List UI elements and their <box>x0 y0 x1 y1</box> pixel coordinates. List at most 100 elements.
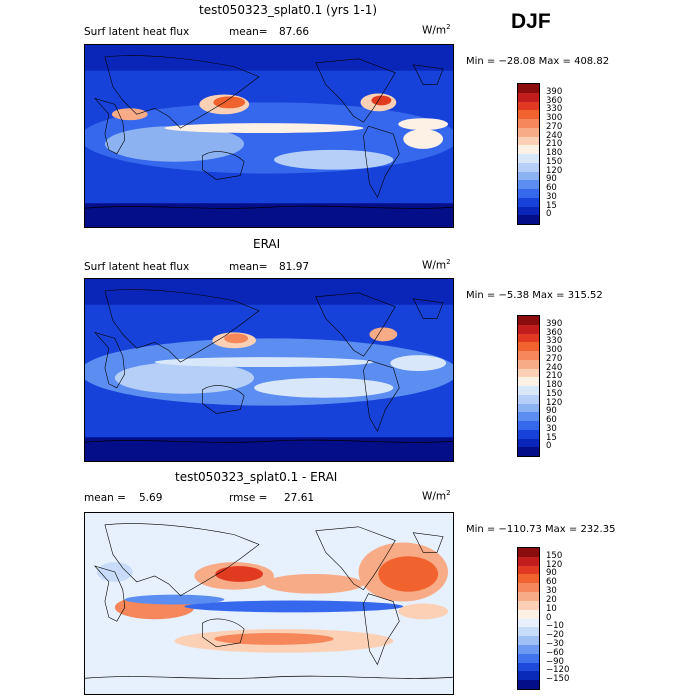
colorbar-swatch <box>518 197 539 207</box>
panel3-title: test050323_splat0.1 - ERAI <box>175 470 338 484</box>
colorbar-tick-label: 60 <box>546 183 557 193</box>
colorbar-tick-label: 120 <box>546 559 563 570</box>
colorbar-swatch <box>518 574 539 584</box>
panel3-colorbar <box>517 547 540 690</box>
colorbar-tick-label: 90 <box>546 406 557 417</box>
colorbar-tick-label: 15 <box>546 432 557 443</box>
colorbar-swatch <box>518 583 539 593</box>
panel1-min-max: Min = −28.08 Max = 408.82 <box>466 56 610 67</box>
colorbar-tick-label: 300 <box>546 113 563 123</box>
colorbar-swatch <box>518 548 539 557</box>
colorbar-swatch <box>518 671 539 681</box>
colorbar-tick-label: 60 <box>546 577 557 588</box>
colorbar-swatch <box>518 351 539 360</box>
colorbar-tick-label: 390 <box>546 318 563 329</box>
colorbar-swatch <box>518 438 539 448</box>
panel2-mean-value: 81.97 <box>279 261 310 273</box>
colorbar-swatch <box>518 136 539 146</box>
colorbar-swatch <box>518 412 539 421</box>
colorbar-swatch <box>518 680 539 689</box>
colorbar-tick-label: 270 <box>546 353 563 364</box>
panel2-min-max: Min = −5.38 Max = 315.52 <box>466 290 603 301</box>
colorbar-swatch <box>518 215 539 224</box>
colorbar-tick-label: 180 <box>546 380 563 390</box>
colorbar-tick-label: 15 <box>546 200 557 211</box>
colorbar-tick-label: 120 <box>546 397 563 408</box>
panel1-mean-value: 87.66 <box>279 26 310 38</box>
colorbar-tick-label: 240 <box>546 130 563 141</box>
colorbar-swatch <box>518 84 539 93</box>
colorbar-swatch <box>518 154 539 163</box>
colorbar-swatch <box>518 324 539 334</box>
colorbar-swatch <box>518 429 539 439</box>
colorbar-tick-label: 330 <box>546 104 563 115</box>
colorbar-tick-label: −10 <box>546 621 564 632</box>
colorbar-tick-label: −20 <box>546 630 564 641</box>
colorbar-tick-label: 0 <box>546 441 552 452</box>
panel3-map <box>84 512 454 695</box>
panel3-mean-value: 5.69 <box>139 492 163 504</box>
colorbar-swatch <box>518 162 539 172</box>
colorbar-tick-label: 330 <box>546 336 563 347</box>
colorbar-swatch <box>518 644 539 654</box>
colorbar-swatch <box>518 119 539 128</box>
colorbar-swatch <box>518 206 539 216</box>
colorbar-swatch <box>518 653 539 663</box>
colorbar-tick-label: 30 <box>546 423 557 434</box>
colorbar-swatch <box>518 609 539 619</box>
panel2-mean-label: mean= <box>229 261 268 273</box>
colorbar-tick-label: 210 <box>546 371 563 382</box>
colorbar-swatch <box>518 447 539 456</box>
colorbar-swatch <box>518 359 539 369</box>
colorbar-tick-label: 30 <box>546 586 557 597</box>
colorbar-tick-label: −30 <box>546 638 564 649</box>
colorbar-tick-label: 20 <box>546 594 557 605</box>
colorbar-tick-label: 30 <box>546 191 557 202</box>
colorbar-swatch <box>518 377 539 386</box>
panel3-units: W/m2 <box>422 489 451 503</box>
colorbar-tick-label: 120 <box>546 165 563 176</box>
panel2-units: W/m2 <box>422 258 451 272</box>
colorbar-tick-label: 150 <box>546 156 563 167</box>
panel2-variable-label: Surf latent heat flux <box>84 261 190 273</box>
colorbar-tick-label: 390 <box>546 86 563 97</box>
colorbar-tick-label: 300 <box>546 345 563 355</box>
colorbar-tick-label: 180 <box>546 148 563 158</box>
colorbar-swatch <box>518 403 539 413</box>
colorbar-swatch <box>518 600 539 610</box>
colorbar-tick-label: 90 <box>546 568 557 579</box>
colorbar-tick-label: −60 <box>546 647 564 658</box>
colorbar-tick-label: 0 <box>546 612 552 623</box>
panel1-map-field <box>85 45 453 227</box>
colorbar-swatch <box>518 171 539 181</box>
colorbar-swatch <box>518 110 539 119</box>
colorbar-swatch <box>518 636 539 645</box>
colorbar-swatch <box>518 386 539 395</box>
panel3-mean-label: mean = <box>84 492 126 504</box>
colorbar-swatch <box>518 627 539 637</box>
colorbar-swatch <box>518 565 539 575</box>
panel3-min-max: Min = −110.73 Max = 232.35 <box>466 524 616 535</box>
colorbar-tick-label: 150 <box>546 388 563 399</box>
colorbar-tick-label: 270 <box>546 121 563 132</box>
panel1-variable-label: Surf latent heat flux <box>84 26 190 38</box>
colorbar-swatch <box>518 556 539 566</box>
panel2-title: ERAI <box>253 237 281 251</box>
colorbar-tick-label: 360 <box>546 95 563 106</box>
colorbar-tick-label: 10 <box>546 603 557 614</box>
panel1-map <box>84 44 454 228</box>
season-label: DJF <box>511 10 551 33</box>
colorbar-swatch <box>518 189 539 198</box>
colorbar-swatch <box>518 92 539 102</box>
colorbar-swatch <box>518 180 539 189</box>
colorbar-swatch <box>518 342 539 351</box>
panel1-title: test050323_splat0.1 (yrs 1-1) <box>199 3 378 17</box>
colorbar-tick-label: 90 <box>546 174 557 185</box>
colorbar-tick-label: −150 <box>546 674 570 685</box>
colorbar-swatch <box>518 394 539 404</box>
colorbar-swatch <box>518 333 539 343</box>
colorbar-tick-label: 150 <box>546 550 563 561</box>
colorbar-swatch <box>518 368 539 378</box>
colorbar-swatch <box>518 618 539 628</box>
colorbar-swatch <box>518 145 539 154</box>
